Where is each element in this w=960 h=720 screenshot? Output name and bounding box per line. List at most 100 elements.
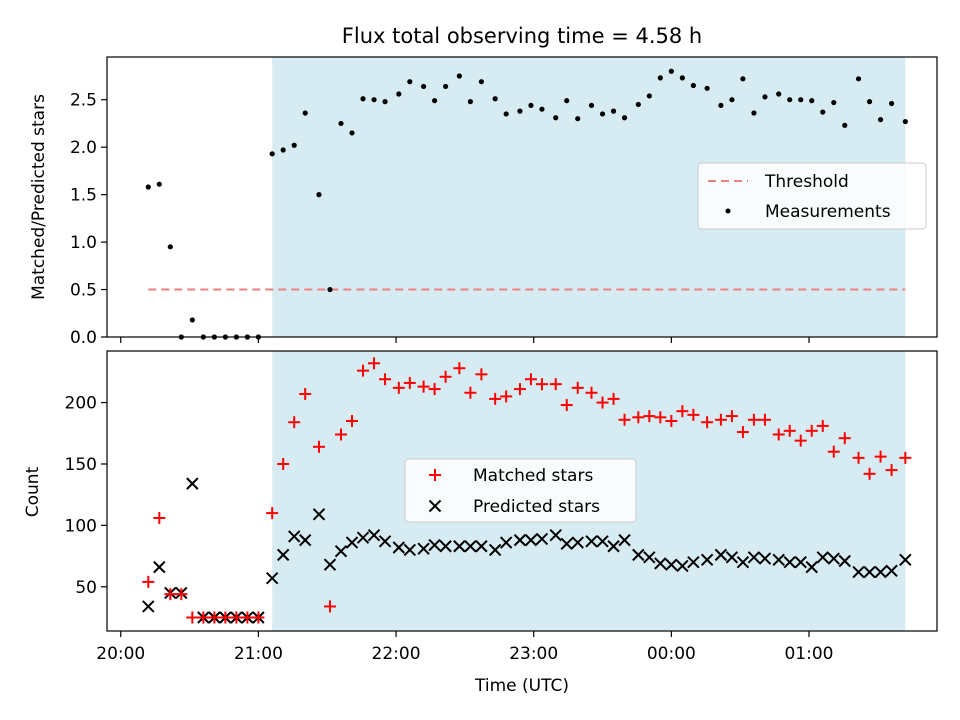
measurement-point — [866, 99, 873, 105]
matched-star-point — [747, 413, 760, 426]
top-y-tick-label-1: 0.5 — [70, 281, 97, 301]
matched-star-point — [607, 392, 620, 405]
predicted-star-point — [700, 553, 714, 566]
measurement-point — [492, 96, 498, 102]
predicted-star-point-b — [367, 529, 381, 542]
bottom-x-tick-label-3: 23:00 — [509, 644, 558, 664]
matched-star-point — [357, 364, 370, 377]
predicted-star-point — [676, 559, 689, 573]
predicted-star-point-b — [265, 571, 279, 585]
matched-star-point — [464, 386, 477, 399]
predicted-star-point — [513, 533, 527, 547]
matched-star-point — [632, 411, 645, 424]
matched-star-point — [535, 378, 548, 391]
predicted-star-point — [852, 565, 865, 579]
measurement-point — [599, 111, 606, 117]
predicted-star-point-b — [392, 541, 406, 554]
measurement-point — [302, 110, 308, 116]
matched-star-point — [665, 415, 678, 427]
legend-predicted-stars-swatch — [428, 499, 442, 513]
matched-star-point — [772, 428, 785, 441]
predicted-star-point-b — [142, 600, 155, 613]
bottom-y-axis-label: Count — [23, 466, 43, 517]
predicted-star-point-b — [618, 533, 631, 547]
predicted-star-point — [665, 558, 678, 571]
matched-star-point — [164, 588, 177, 601]
measurement-point — [467, 99, 473, 105]
predicted-star-point — [758, 552, 772, 565]
measurement-point — [478, 79, 484, 85]
matched-star-point — [560, 399, 573, 412]
predicted-star-point — [378, 535, 392, 548]
predicted-star-point-b — [549, 529, 562, 542]
measurement-point — [407, 79, 413, 85]
predicted-star-point-b — [643, 551, 656, 564]
predicted-star-point-b — [417, 542, 430, 555]
matched-star-point — [885, 464, 898, 477]
matched-star-point — [439, 370, 452, 383]
predicted-star-point-b — [687, 556, 700, 569]
legend-predicted-label: Predicted stars — [473, 497, 600, 517]
matched-star-point — [312, 440, 325, 453]
matched-star-point — [475, 368, 488, 381]
measurement-point — [831, 99, 837, 106]
matched-star-point — [805, 424, 818, 437]
predicted-star-point-b — [345, 536, 359, 549]
bottom-legend: Matched stars Predicted stars — [404, 458, 637, 523]
matched-star-point — [596, 396, 609, 409]
predicted-star-point-b — [725, 551, 739, 564]
predicted-star-point-b — [827, 552, 840, 565]
matched-star-point — [500, 390, 513, 403]
measurement-point — [842, 122, 848, 128]
predicted-star-point — [323, 558, 337, 571]
predicted-star-point-b — [585, 535, 598, 548]
matched-star-point — [827, 445, 840, 458]
predicted-star-point-b — [524, 533, 538, 547]
predicted-star-point — [805, 560, 818, 574]
bottom-x-tick-label-0: 20:00 — [96, 644, 145, 664]
predicted-star-point — [334, 544, 348, 558]
predicted-star-point-b — [571, 536, 584, 549]
matched-star-point — [219, 611, 232, 624]
measurement-point — [657, 75, 663, 81]
predicted-star-point-b — [464, 540, 477, 553]
matched-star-point — [874, 450, 887, 463]
measurement-point — [787, 97, 793, 103]
predicted-star-point — [312, 508, 326, 521]
matched-star-point — [863, 467, 876, 480]
measurement-point — [371, 97, 377, 103]
predicted-star-point-b — [747, 551, 761, 564]
matched-star-point — [513, 383, 526, 396]
matched-star-point — [277, 457, 290, 470]
predicted-star-point — [899, 553, 912, 566]
predicted-star-point — [499, 536, 513, 549]
predicted-star-point-b — [874, 565, 887, 579]
matched-star-point — [549, 378, 562, 391]
matched-star-point — [453, 362, 466, 375]
predicted-star-point-b — [852, 565, 865, 579]
predicted-star-point-b — [499, 536, 513, 549]
measurement-point — [718, 102, 724, 109]
bottom-x-tick-label-4: 00:00 — [647, 644, 696, 664]
predicted-star-point-b — [153, 560, 166, 574]
measurement-point — [740, 76, 746, 82]
legend-threshold-label: Threshold — [764, 172, 849, 192]
matched-star-point — [899, 451, 912, 464]
bottom-plot-frame — [106, 350, 938, 632]
matched-star-point — [379, 373, 392, 386]
top-y-axis-label: Matched/Predicted stars — [29, 94, 49, 300]
top-y-tick-label-2: 1.0 — [70, 233, 97, 253]
predicted-star-point — [687, 556, 700, 569]
measurement-point — [902, 118, 908, 125]
predicted-star-point — [464, 540, 477, 553]
matched-star-point — [676, 405, 689, 418]
measurement-point — [189, 317, 195, 323]
measurement-point — [291, 142, 297, 148]
predicted-star-point — [428, 538, 441, 552]
measurement-point — [621, 115, 628, 121]
predicted-star-point-b — [488, 543, 502, 557]
predicted-star-point — [560, 537, 573, 551]
bottom-legend-box — [404, 458, 637, 523]
predicted-star-point — [299, 533, 312, 547]
